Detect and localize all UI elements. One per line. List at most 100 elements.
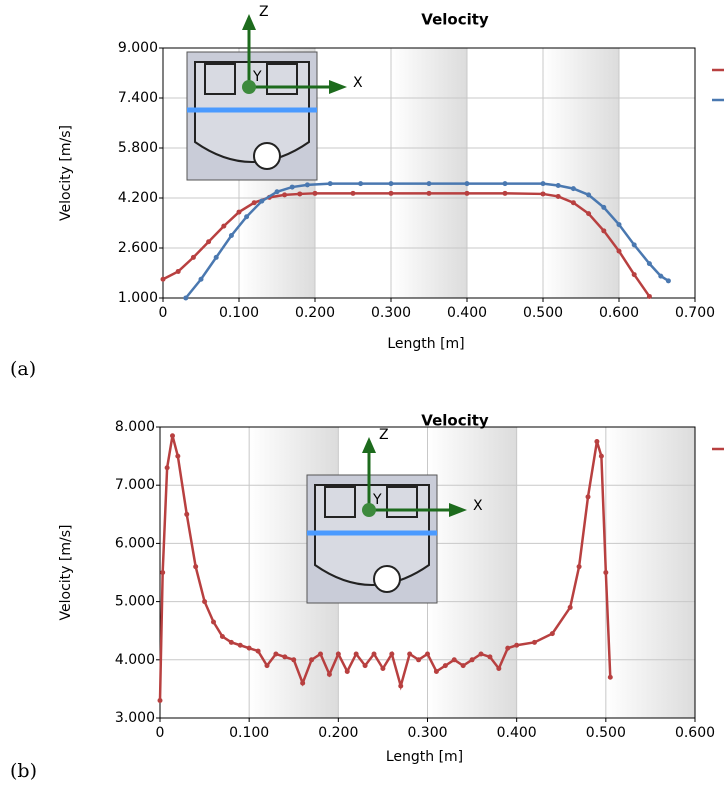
data-point <box>244 214 249 219</box>
data-point <box>380 666 385 671</box>
data-point <box>265 663 270 668</box>
data-point <box>465 191 470 196</box>
y-tick-label: 8.000 <box>115 419 155 435</box>
data-point <box>256 649 261 654</box>
panel-label: (b) <box>10 760 37 782</box>
axis-annotation: Z <box>379 427 389 443</box>
data-point <box>407 651 412 656</box>
y-tick-label: 4.000 <box>115 652 155 668</box>
inset-circle <box>374 566 400 592</box>
data-point <box>214 255 219 260</box>
y-axis-label: Velocity [m/s] <box>58 125 74 221</box>
data-point <box>632 242 637 247</box>
data-point <box>556 194 561 199</box>
data-point <box>479 651 484 656</box>
data-point <box>206 239 211 244</box>
data-point <box>632 272 637 277</box>
data-point <box>199 277 204 282</box>
data-point <box>470 657 475 662</box>
axis-annotation: X <box>473 498 483 514</box>
data-point <box>389 181 394 186</box>
x-tick-label: 0.500 <box>586 725 626 741</box>
data-point <box>184 512 189 517</box>
data-point <box>550 631 555 636</box>
data-point <box>160 570 165 575</box>
data-point <box>571 186 576 191</box>
data-point <box>577 564 582 569</box>
data-point <box>305 182 310 187</box>
x-tick-label: 0.200 <box>295 305 335 321</box>
x-tick-label: 0.200 <box>318 725 358 741</box>
data-point <box>416 657 421 662</box>
data-point <box>514 643 519 648</box>
data-point <box>170 433 175 438</box>
data-point <box>586 494 591 499</box>
y-tick-label: 7.400 <box>118 90 158 106</box>
data-point <box>309 657 314 662</box>
x-axis-label: Length [m] <box>386 749 463 765</box>
data-point <box>617 249 622 254</box>
data-point <box>541 181 546 186</box>
data-point <box>175 454 180 459</box>
y-tick-label: 5.000 <box>115 594 155 610</box>
data-point <box>601 205 606 210</box>
data-point <box>275 189 280 194</box>
data-point <box>465 181 470 186</box>
data-point <box>161 277 166 282</box>
plot-band <box>543 48 619 298</box>
data-point <box>505 646 510 651</box>
data-point <box>202 599 207 604</box>
x-tick-label: 0.100 <box>229 725 269 741</box>
plot-band <box>606 427 695 718</box>
data-point <box>532 640 537 645</box>
x-tick-label: 0.500 <box>523 305 563 321</box>
x-axis-label: Length [m] <box>387 336 464 352</box>
data-point <box>599 454 604 459</box>
data-point <box>398 683 403 688</box>
plot-band <box>467 48 543 298</box>
data-point <box>617 222 622 227</box>
data-point <box>425 651 430 656</box>
data-point <box>282 192 287 197</box>
axis-annotation: Z <box>259 4 269 20</box>
data-point <box>389 191 394 196</box>
y-tick-label: 5.800 <box>118 140 158 156</box>
chart-title: Velocity <box>421 11 489 29</box>
data-point <box>354 651 359 656</box>
data-point <box>363 663 368 668</box>
data-point <box>603 570 608 575</box>
figure: 00.1000.2000.3000.4000.5000.6000.7001.00… <box>0 0 724 785</box>
data-point <box>647 294 652 299</box>
data-point <box>191 255 196 260</box>
data-point <box>427 181 432 186</box>
data-point <box>328 181 333 186</box>
data-point <box>252 200 257 205</box>
data-point <box>571 200 576 205</box>
axis-annotation: X <box>353 75 363 91</box>
plot-band <box>619 48 695 298</box>
x-tick-label: 0.400 <box>447 305 487 321</box>
data-point <box>647 261 652 266</box>
arrow-head <box>242 14 256 30</box>
data-point <box>259 199 264 204</box>
y-tick-label: 1.000 <box>118 290 158 306</box>
data-point <box>586 192 591 197</box>
page: {"chart_data": [ {"type": "line", "title… <box>0 0 724 785</box>
y-tick-label: 3.000 <box>115 710 155 726</box>
y-tick-label: 7.000 <box>115 477 155 493</box>
x-tick-label: 0.300 <box>371 305 411 321</box>
x-tick-label: 0.100 <box>219 305 259 321</box>
data-point <box>176 269 181 274</box>
data-point <box>594 439 599 444</box>
x-tick-label: 0.600 <box>599 305 639 321</box>
data-point <box>358 181 363 186</box>
data-point <box>503 191 508 196</box>
data-point <box>461 663 466 668</box>
axis-annotation: Y <box>252 69 262 85</box>
data-point <box>601 228 606 233</box>
data-point <box>541 191 546 196</box>
data-point <box>556 183 561 188</box>
x-tick-label: 0 <box>159 305 168 321</box>
data-point <box>221 224 226 229</box>
data-point <box>568 605 573 610</box>
